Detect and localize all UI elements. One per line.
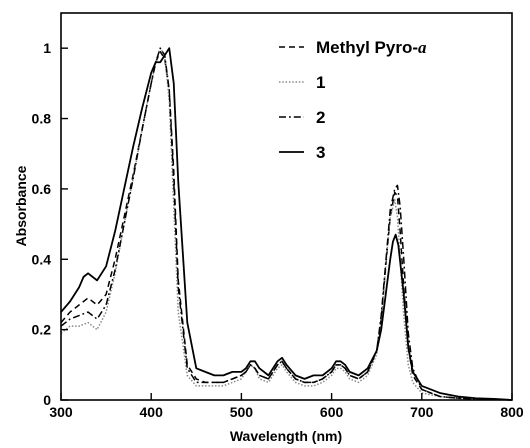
x-tick-label: 700	[410, 404, 434, 420]
x-tick-label: 600	[320, 404, 344, 420]
series-line-1	[60, 47, 513, 401]
legend-label-0: Methyl Pyro-a	[316, 38, 427, 57]
y-tick-label: 0.2	[32, 322, 52, 338]
x-tick-label: 500	[230, 404, 254, 420]
y-tick-label: 0.8	[32, 111, 52, 127]
y-tick-label: 0.6	[32, 181, 52, 197]
legend-label-suffix: a	[418, 38, 427, 57]
y-tick-label: 1	[43, 40, 51, 56]
x-tick-label: 300	[49, 404, 73, 420]
legend-label-2: 2	[316, 108, 325, 127]
x-tick-label: 400	[140, 404, 164, 420]
series-line-0	[60, 50, 513, 401]
x-tick-label: 800	[500, 404, 524, 420]
series-layer	[60, 47, 513, 401]
x-axis: 300 400 500 600 700 800	[49, 393, 524, 420]
y-tick-label: 0.4	[32, 251, 52, 267]
legend-label-3: 3	[316, 143, 325, 162]
y-tick-label: 0	[43, 392, 51, 408]
legend: Methyl Pyro-a 1 2 3	[279, 38, 427, 162]
series-line-3	[60, 47, 513, 401]
plot-frame	[60, 12, 513, 401]
y-axis: 0 0.2 0.4 0.6 0.8 1	[32, 40, 68, 408]
x-axis-label: Wavelength (nm)	[230, 428, 342, 444]
legend-label-1: 1	[316, 73, 325, 92]
series-line-2	[60, 47, 513, 401]
y-axis-label: Absorbance	[13, 165, 29, 246]
